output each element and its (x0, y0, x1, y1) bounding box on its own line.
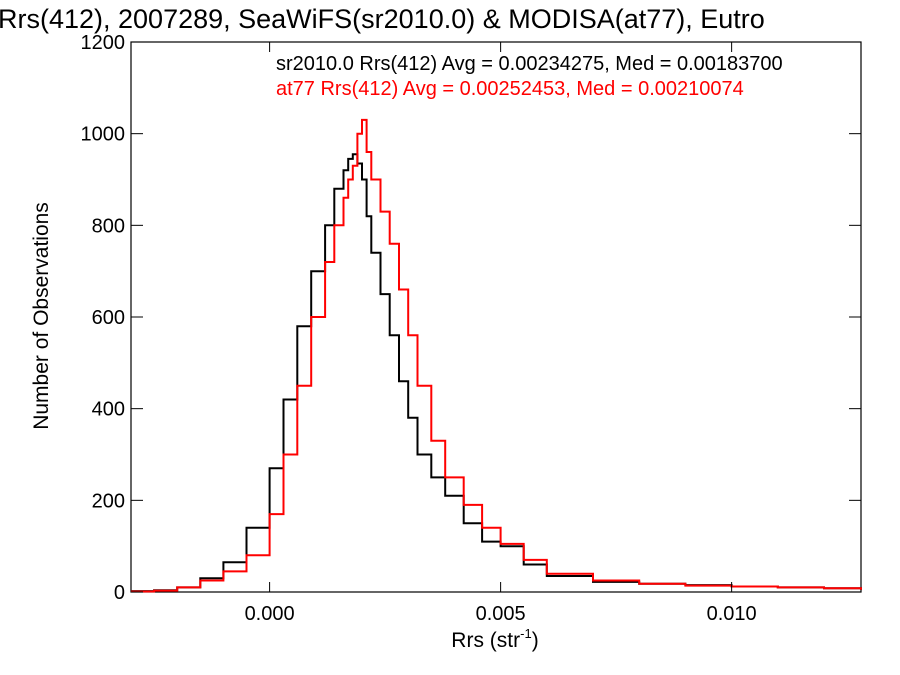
y-axis-label: Number of Observations (30, 202, 53, 430)
y-tick-label: 800 (92, 215, 125, 237)
x-axis-label: Rrs (str-1) (451, 626, 538, 652)
title-group: Rrs(412), 2007289, SeaWiFS(sr2010.0) & M… (0, 4, 765, 34)
legend-entry-sr2010.0: sr2010.0 Rrs(412) Avg = 0.00234275, Med … (276, 53, 783, 75)
ticks-layer: 0.000 0.005 0.010 0 200 400 600 800 1000 1200 (81, 32, 861, 625)
x-axis-label-sup: -1 (520, 626, 532, 641)
x-axis-label-end: ) (532, 629, 539, 652)
y-tick-label: 0 (114, 582, 125, 604)
x-tick-label: 0.005 (476, 603, 526, 625)
y-tick-label: 200 (92, 490, 125, 512)
series-line-sr2010.0 (131, 153, 862, 593)
y-tick-label: 1200 (81, 32, 126, 54)
x-tick-label: 0.000 (245, 603, 295, 625)
y-tick-label: 1000 (81, 124, 126, 146)
series-layer (131, 118, 862, 593)
y-tick-label: 400 (92, 399, 125, 421)
legend: sr2010.0 Rrs(412) Avg = 0.00234275, Med … (276, 53, 783, 100)
legend-entry-at77: at77 Rrs(412) Avg = 0.00252453, Med = 0.… (276, 78, 744, 100)
x-tick-label: 0.010 (707, 603, 757, 625)
chart-title: Rrs(412), 2007289, SeaWiFS(sr2010.0) & M… (0, 4, 765, 34)
series-line-at77 (131, 118, 862, 593)
plot-frame (130, 41, 862, 593)
y-tick-label: 600 (92, 307, 125, 329)
x-axis-label-main: Rrs (str (451, 629, 520, 652)
plot-area (130, 41, 862, 593)
